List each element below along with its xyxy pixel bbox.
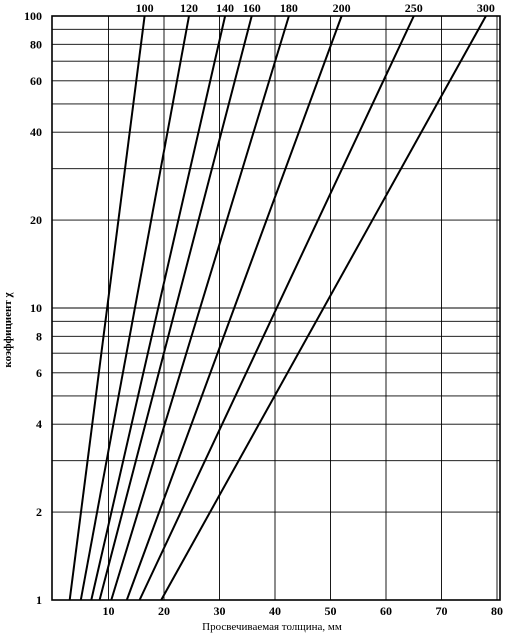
series-line-250 xyxy=(138,15,415,601)
x-axis-title: Просвечиваемая толщина, мм xyxy=(202,621,342,633)
series-line-120 xyxy=(79,15,190,601)
y-tick-label: 80 xyxy=(30,37,42,51)
x-tick-label: 50 xyxy=(325,604,337,618)
y-tick-label: 40 xyxy=(30,125,42,139)
series-label-140: 140 xyxy=(216,1,234,15)
series-labels: 100 120 140 160 180 200 250 300 xyxy=(136,1,495,15)
x-tick-label: 30 xyxy=(214,604,226,618)
series-label-200: 200 xyxy=(333,1,351,15)
y-tick-label: 20 xyxy=(30,213,42,227)
y-tick-label: 6 xyxy=(36,366,42,380)
series-line-300 xyxy=(160,15,487,601)
x-tick-label: 60 xyxy=(380,604,392,618)
x-tick-label: 80 xyxy=(491,604,503,618)
series-group xyxy=(68,15,487,601)
series-label-180: 180 xyxy=(280,1,298,15)
x-tick-label: 40 xyxy=(269,604,281,618)
grid xyxy=(52,15,500,601)
series-line-140 xyxy=(90,15,227,601)
plot-border xyxy=(51,15,501,601)
series-line-200 xyxy=(125,15,343,601)
y-tick-label: 8 xyxy=(36,329,42,343)
y-tick-label: 100 xyxy=(24,9,42,23)
series-label-250: 250 xyxy=(405,1,423,15)
series-label-160: 160 xyxy=(243,1,261,15)
y-axis-title: коэффициент χ xyxy=(2,291,14,367)
series-label-120: 120 xyxy=(180,1,198,15)
x-tick-label: 10 xyxy=(103,604,115,618)
series-line-180 xyxy=(110,15,290,601)
x-tick-labels: 10 20 30 40 50 60 70 80 xyxy=(103,604,504,618)
plot-frame xyxy=(51,15,501,601)
series-label-300: 300 xyxy=(477,1,495,15)
x-tick-label: 20 xyxy=(158,604,170,618)
y-tick-label: 10 xyxy=(30,301,42,315)
series-label-100: 100 xyxy=(136,1,154,15)
y-tick-label: 1 xyxy=(36,593,42,607)
y-tick-label: 60 xyxy=(30,74,42,88)
y-tick-label: 2 xyxy=(36,505,42,519)
series-line-160 xyxy=(98,15,253,601)
x-tick-label: 70 xyxy=(436,604,448,618)
y-tick-label: 4 xyxy=(36,417,42,431)
y-tick-labels: 1 2 4 6 8 10 20 40 60 80 100 xyxy=(24,9,42,607)
series-line-100 xyxy=(68,15,146,601)
